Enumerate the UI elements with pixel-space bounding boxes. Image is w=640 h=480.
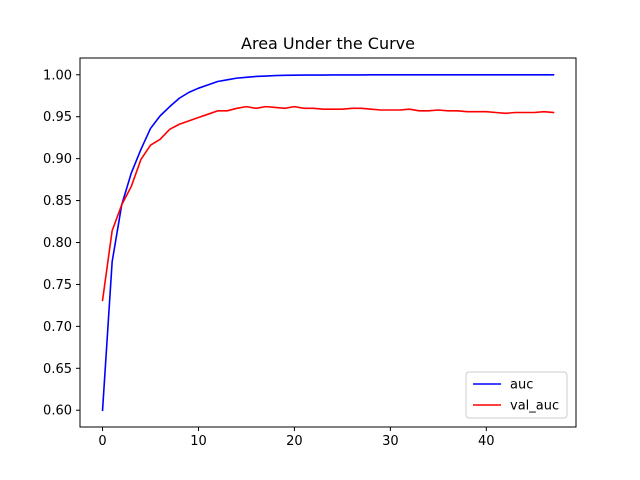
plot-area — [101, 74, 555, 412]
x-tick-label: 40 — [478, 434, 495, 449]
y-axis: 0.60 0.65 0.70 0.75 0.80 0.85 0.90 0.95 1.00 — [43, 68, 80, 419]
y-tick-label: 0.80 — [43, 236, 72, 251]
series-line-auc — [101, 74, 555, 412]
legend: auc val_auc — [465, 371, 568, 419]
chart-title: Area Under the Curve — [241, 34, 415, 53]
y-tick-label: 0.60 — [43, 404, 72, 419]
y-tick-label: 0.85 — [43, 194, 72, 209]
legend-label-auc: auc — [510, 378, 533, 393]
y-tick-label: 0.65 — [43, 362, 72, 377]
x-tick-label: 10 — [190, 434, 207, 449]
x-tick-label: 30 — [382, 434, 399, 449]
y-tick-label: 0.70 — [43, 320, 72, 335]
y-tick-label: 0.90 — [43, 152, 72, 167]
x-tick-label: 0 — [98, 434, 106, 449]
y-tick-label: 0.75 — [43, 278, 72, 293]
y-tick-label: 0.95 — [43, 110, 72, 125]
series-line-val-auc — [101, 105, 555, 302]
y-tick-label: 1.00 — [43, 68, 72, 83]
x-tick-label: 20 — [286, 434, 303, 449]
x-axis: 0 10 20 30 40 — [98, 427, 495, 449]
legend-label-val-auc: val_auc — [510, 399, 559, 414]
